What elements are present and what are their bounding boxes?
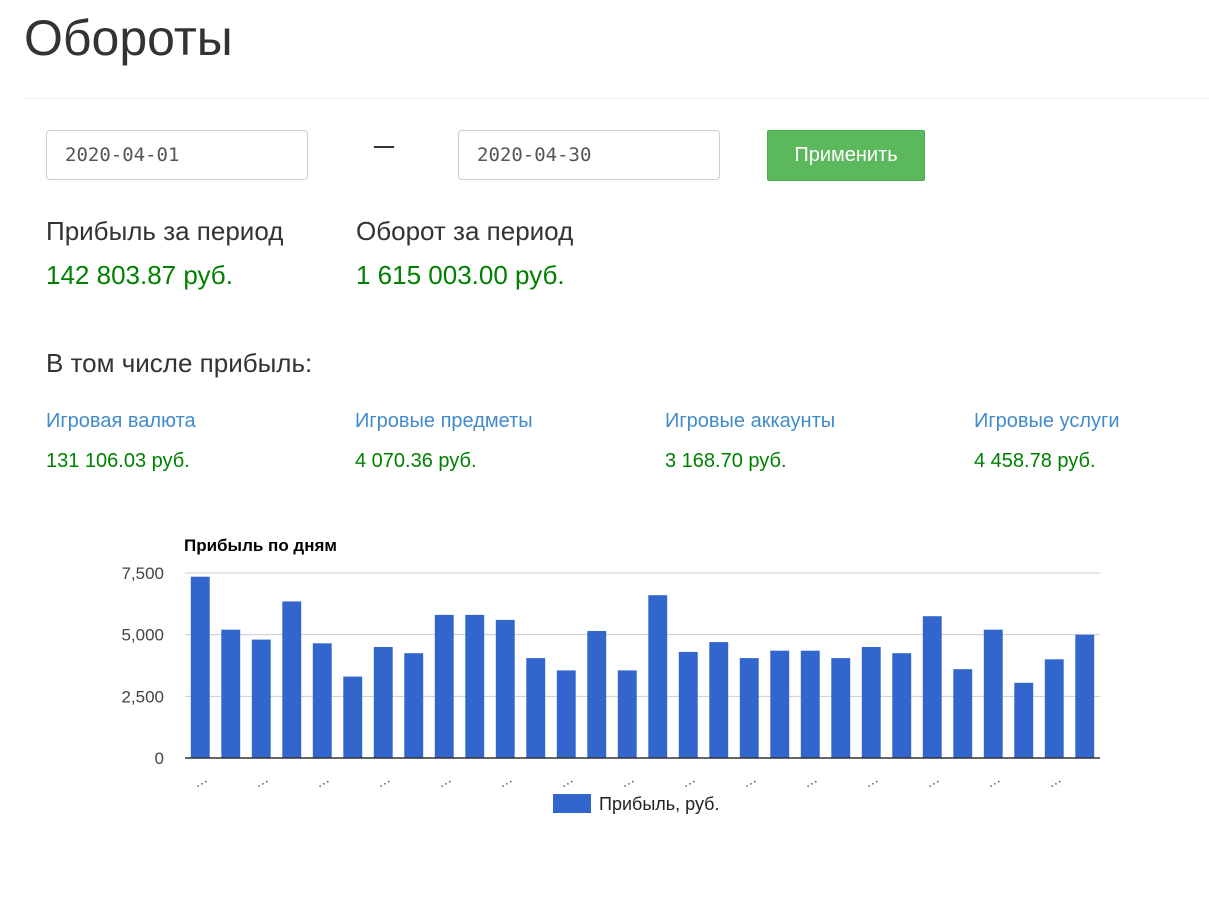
bar[interactable] [495, 619, 515, 758]
x-tick-label: … [739, 770, 759, 791]
bar[interactable] [221, 629, 241, 758]
date-range-separator [374, 146, 394, 148]
y-tick-label: 2,500 [121, 687, 164, 706]
category-link-currency[interactable]: Игровая валюта [46, 410, 196, 432]
category-link-accounts[interactable]: Игровые аккаунты [665, 410, 836, 432]
bar[interactable] [800, 650, 820, 758]
x-tick-label: … [251, 770, 271, 791]
date-to-input[interactable] [458, 130, 720, 180]
x-tick-label: … [556, 770, 576, 791]
bar[interactable] [373, 647, 393, 758]
category-value-items: 4 070.36 руб. [355, 450, 477, 472]
bar[interactable] [251, 639, 271, 758]
x-tick-label: … [800, 770, 820, 791]
x-tick-label: … [190, 770, 210, 791]
legend-label: Прибыль, руб. [599, 794, 719, 814]
x-tick-label: … [861, 770, 881, 791]
bar[interactable] [282, 601, 302, 758]
turnover-value: 1 615 003.00 руб. [356, 260, 565, 290]
bar[interactable] [526, 658, 546, 758]
page-title: Обороты [24, 10, 233, 66]
bar[interactable] [739, 658, 759, 758]
title-divider [24, 98, 1209, 99]
x-tick-label: … [983, 770, 1003, 791]
profit-label: Прибыль за период [46, 216, 284, 246]
bar[interactable] [892, 653, 912, 758]
bar[interactable] [556, 670, 576, 758]
x-tick-label: … [1044, 770, 1064, 791]
legend-swatch [553, 794, 591, 813]
bar[interactable] [1075, 634, 1095, 758]
profit-value: 142 803.87 руб. [46, 260, 233, 290]
bar[interactable] [648, 595, 668, 758]
category-link-items[interactable]: Игровые предметы [355, 410, 533, 432]
bar[interactable] [617, 670, 637, 758]
date-from-input[interactable] [46, 130, 308, 180]
bar[interactable] [312, 643, 332, 758]
bar[interactable] [1044, 659, 1064, 758]
bar[interactable] [343, 676, 363, 758]
bar[interactable] [465, 614, 485, 758]
y-tick-label: 5,000 [121, 626, 164, 645]
profit-by-day-chart: Прибыль по дням 0 2,500 5,000 7,500 … … … … … … …… [121, 536, 1100, 814]
bar[interactable] [404, 653, 424, 758]
x-tick-label: … [922, 770, 942, 791]
x-tick-label: … [617, 770, 637, 791]
bar[interactable] [953, 669, 973, 758]
bar[interactable] [709, 642, 729, 758]
y-tick-label: 0 [155, 749, 164, 768]
category-link-services[interactable]: Игровые услуги [974, 410, 1120, 432]
bar[interactable] [861, 647, 881, 758]
y-tick-label: 7,500 [121, 564, 164, 583]
bar[interactable] [678, 651, 698, 758]
x-tick-label: … [434, 770, 454, 791]
bar[interactable] [983, 629, 1003, 758]
breakdown-heading: В том числе прибыль: [46, 348, 313, 378]
bar[interactable] [770, 650, 790, 758]
bar[interactable] [1014, 682, 1034, 758]
bar[interactable] [922, 616, 942, 758]
category-value-accounts: 3 168.70 руб. [665, 450, 787, 472]
chart-title: Прибыль по дням [184, 536, 337, 555]
bar[interactable] [190, 576, 210, 758]
x-tick-label: … [373, 770, 393, 791]
x-tick-label: … [495, 770, 515, 791]
turnover-label: Оборот за период [356, 216, 574, 246]
bar[interactable] [587, 631, 607, 758]
bar[interactable] [831, 658, 851, 758]
x-tick-label: … [312, 770, 332, 791]
bar[interactable] [434, 614, 454, 758]
category-value-currency: 131 106.03 руб. [46, 450, 190, 472]
apply-button[interactable]: Применить [767, 130, 925, 181]
x-tick-label: … [678, 770, 698, 791]
category-value-services: 4 458.78 руб. [974, 450, 1096, 472]
